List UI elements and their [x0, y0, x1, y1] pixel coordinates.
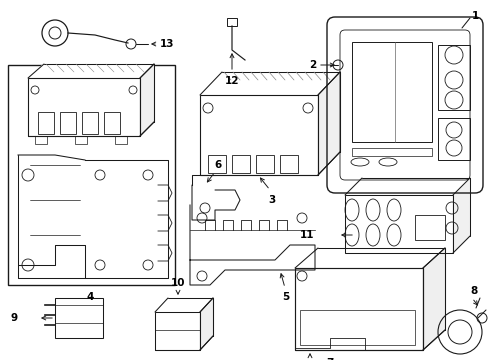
Polygon shape: [318, 72, 340, 175]
Bar: [256, 155, 274, 173]
Bar: [295, 268, 423, 350]
Bar: [8, 65, 175, 285]
Text: 1: 1: [472, 11, 479, 21]
Text: 6: 6: [215, 160, 221, 170]
Bar: [60, 112, 76, 134]
Polygon shape: [295, 248, 445, 268]
Text: 13: 13: [160, 39, 174, 49]
Bar: [232, 155, 250, 173]
Bar: [438, 118, 470, 160]
Polygon shape: [423, 248, 445, 350]
Text: 3: 3: [269, 195, 275, 205]
Bar: [104, 112, 120, 134]
Bar: [55, 305, 103, 323]
Bar: [352, 148, 432, 156]
Bar: [38, 112, 54, 134]
Text: 11: 11: [300, 230, 315, 240]
Bar: [75, 136, 87, 144]
Polygon shape: [453, 178, 470, 253]
Text: 8: 8: [470, 286, 478, 296]
Text: 9: 9: [10, 313, 17, 323]
Bar: [438, 45, 470, 110]
Bar: [352, 42, 432, 142]
Bar: [200, 95, 318, 175]
Bar: [82, 112, 98, 134]
Polygon shape: [200, 72, 340, 95]
Bar: [55, 298, 103, 338]
Text: 2: 2: [309, 60, 316, 70]
Bar: [208, 155, 226, 173]
Bar: [415, 215, 445, 240]
Polygon shape: [28, 64, 154, 78]
Polygon shape: [155, 298, 213, 312]
Bar: [227, 18, 237, 26]
Text: 12: 12: [225, 76, 239, 86]
Polygon shape: [200, 298, 213, 350]
Polygon shape: [140, 64, 154, 136]
Text: 10: 10: [171, 278, 185, 288]
Bar: [280, 155, 298, 173]
Text: 7: 7: [326, 358, 334, 360]
Text: 4: 4: [86, 292, 94, 302]
Bar: [300, 310, 415, 345]
Bar: [345, 195, 453, 253]
Bar: [35, 136, 47, 144]
Bar: [115, 136, 127, 144]
Bar: [28, 78, 140, 136]
Text: 5: 5: [282, 292, 290, 302]
Polygon shape: [345, 178, 470, 195]
Bar: [155, 312, 200, 350]
